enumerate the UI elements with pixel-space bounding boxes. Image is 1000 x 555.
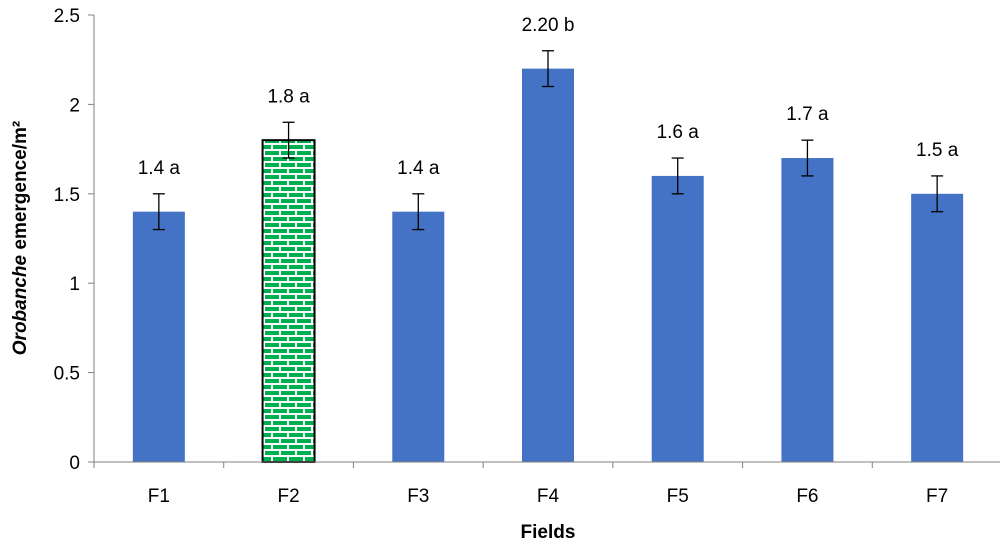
error-bar-f1 [152,193,165,231]
y-tick-label: 1 [69,274,80,295]
bar-f3 [392,211,445,462]
error-bar-f4 [542,50,554,88]
data-label-f4: 2.20 b [522,15,575,36]
bars-layer [132,50,964,463]
data-label-f7: 1.5 a [916,140,959,161]
error-bar-f3 [412,193,425,231]
x-tick-label-f7: F7 [926,486,948,507]
data-label-f1: 1.4 a [138,158,181,179]
bar-f2 [261,139,316,463]
error-bar-f5 [671,157,684,195]
bar-f4 [522,68,574,462]
bar-f7 [911,193,964,463]
bar-f6 [781,158,834,463]
error-bar-f7 [931,175,944,213]
x-tick-label-f6: F6 [796,486,818,507]
y-axis-title: Orobanche emergence/m² [10,121,31,355]
x-tick-label-f2: F2 [277,486,299,507]
y-tick-label: 0 [69,453,80,474]
bar-f1 [132,211,185,462]
y-axis-title-italic: Orobanche [10,254,31,355]
error-bar-f2 [282,121,295,159]
x-axis-title: Fields [521,522,576,543]
y-tick-label: 2 [69,95,80,116]
y-tick-label: 2.5 [54,6,80,27]
x-tick-label-f3: F3 [407,486,429,507]
error-bar-f6 [801,139,814,177]
y-axis-title-rest: emergence/m² [10,121,31,255]
data-label-f3: 1.4 a [397,158,440,179]
bar-f5 [651,175,704,463]
data-label-f2: 1.8 a [267,86,310,107]
x-tick-label-f1: F1 [148,486,170,507]
y-tick-label: 1.5 [54,185,80,206]
x-tick-label-f4: F4 [537,486,560,507]
data-label-f5: 1.6 a [657,122,700,143]
data-label-f6: 1.7 a [786,104,829,125]
x-tick-label-f5: F5 [667,486,689,507]
axes-layer [88,14,1000,468]
labels-layer: 1.4 a F1 1.8 a F2 1.4 a F3 2.20 b F4 1.6 a F5 1.7 … [54,6,959,507]
y-tick-label: 0.5 [54,364,80,385]
